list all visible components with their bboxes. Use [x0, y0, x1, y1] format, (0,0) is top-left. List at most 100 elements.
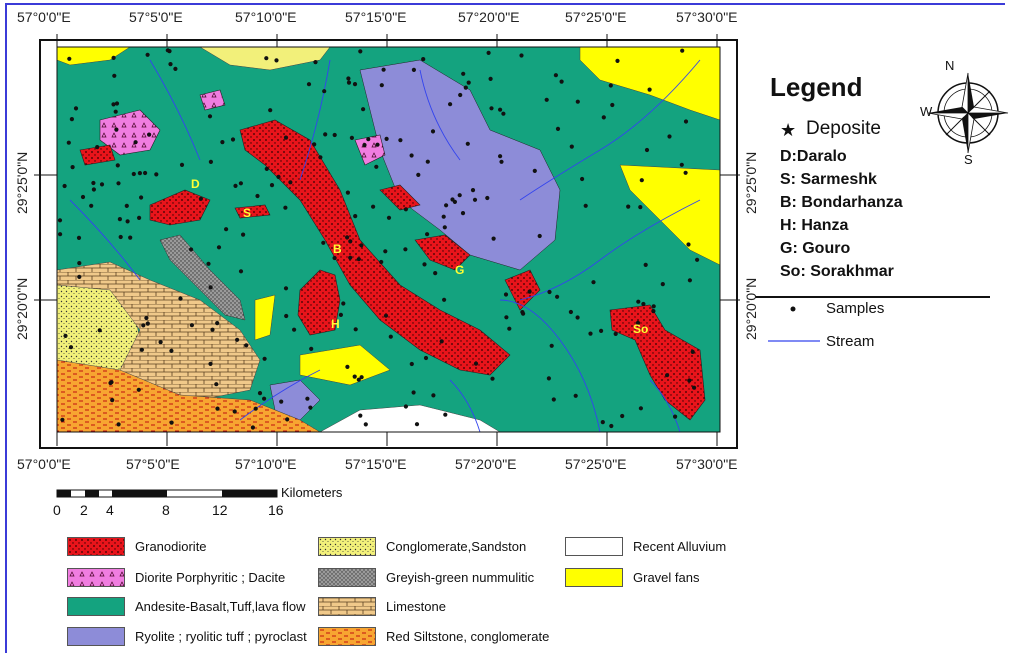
- sample-point: [284, 313, 289, 319]
- sample-point: [441, 214, 446, 219]
- diorite-unit: [199, 89, 226, 111]
- sample-point: [573, 393, 578, 398]
- scale-tick-label: 0: [53, 502, 61, 518]
- sample-point: [547, 289, 552, 295]
- geology-legend-item: Andesite-Basalt,Tuff,lava flow: [67, 597, 306, 616]
- sample-point: [363, 422, 368, 427]
- sample-point: [439, 339, 444, 344]
- sample-point: [77, 261, 82, 266]
- sample-point: [644, 147, 650, 153]
- sample-point: [549, 343, 554, 348]
- red-siltstone-unit: [57, 359, 321, 432]
- sample-point: [361, 107, 366, 112]
- deposit-entry: So: Sorakhmar: [780, 263, 894, 280]
- sample-point: [366, 137, 371, 142]
- sample-point: [379, 259, 384, 265]
- sample-point: [283, 135, 289, 140]
- gravel-fans-unit: [579, 47, 720, 121]
- sample-point: [636, 299, 641, 304]
- sample-point: [208, 361, 213, 366]
- sample-point: [414, 422, 420, 427]
- sample-point: [345, 364, 350, 369]
- sample-point: [309, 346, 314, 351]
- sample-point: [332, 255, 337, 261]
- sample-point: [544, 97, 549, 102]
- scale-tick-label: 12: [212, 502, 228, 518]
- sample-point: [145, 52, 150, 57]
- samples-symbol: [790, 306, 796, 312]
- sample-point: [647, 87, 652, 92]
- sample-point: [91, 180, 96, 186]
- gravel-fans-unit: [57, 47, 131, 66]
- legend-title: Legend: [770, 72, 863, 102]
- geology-legend-item: Gravel fans: [565, 568, 699, 587]
- sample-point: [599, 328, 604, 333]
- sample-point: [112, 73, 117, 78]
- sample-point: [208, 159, 213, 164]
- gravel-fans-unit: [299, 344, 391, 386]
- sample-point: [686, 242, 691, 247]
- geology-legend-label: Greyish-green nummulitic: [386, 570, 535, 585]
- sample-point: [555, 294, 560, 299]
- sample-point: [490, 376, 495, 381]
- sample-point: [465, 141, 470, 146]
- sample-point: [179, 162, 185, 167]
- scale-tick-label: 2: [80, 502, 88, 518]
- deposit-label-so: So: [633, 322, 649, 336]
- sample-point: [443, 412, 448, 417]
- sample-point: [111, 102, 116, 107]
- sample-point: [345, 190, 350, 195]
- red-siltstone-swatch: [318, 627, 376, 646]
- sample-point: [695, 257, 700, 262]
- lon-label: 57°5'0"E: [129, 9, 183, 25]
- sample-point: [137, 171, 142, 176]
- diorite-swatch: [67, 568, 125, 587]
- sample-point: [238, 269, 244, 274]
- lon-label: 57°15'0"E: [345, 456, 407, 472]
- geology-legend-item: Diorite Porphyritic ; Dacite: [67, 568, 285, 587]
- sample-point: [359, 243, 364, 248]
- sample-point: [348, 255, 353, 260]
- sample-point: [692, 385, 697, 390]
- sample-point: [358, 413, 363, 418]
- sample-point: [283, 286, 289, 291]
- sample-point: [559, 79, 564, 84]
- sample-point: [403, 404, 408, 409]
- deposit-label-s: S: [243, 206, 252, 220]
- sample-point: [348, 239, 353, 244]
- sample-point: [216, 245, 222, 250]
- lat-label: 29°25'0"N: [14, 151, 30, 214]
- scale-tick-label: 16: [268, 502, 284, 518]
- sample-point: [124, 203, 129, 208]
- sample-point: [638, 205, 643, 210]
- sample-point: [318, 155, 323, 160]
- sample-point: [639, 178, 644, 183]
- sample-point: [230, 137, 236, 142]
- sample-point: [349, 135, 354, 140]
- ryolite-unit: [269, 379, 321, 421]
- sample-point: [305, 396, 310, 401]
- geology-legend-item: Limestone: [318, 597, 446, 616]
- deposit-entry: G: Gouro: [780, 240, 851, 257]
- sample-point: [257, 391, 263, 396]
- sample-point: [264, 166, 269, 171]
- scale-unit-label: Kilometers: [281, 485, 343, 500]
- sample-point: [353, 327, 358, 332]
- sample-point: [224, 227, 229, 232]
- ryolite-swatch: [67, 627, 125, 646]
- sample-point: [498, 107, 503, 112]
- geology-legend-label: Granodiorite: [135, 539, 207, 554]
- sample-point: [70, 165, 75, 170]
- sample-point: [651, 309, 656, 314]
- sample-point: [117, 217, 122, 222]
- lon-label: 57°15'0"E: [345, 9, 407, 25]
- sample-point: [553, 73, 559, 78]
- sample-point: [352, 82, 358, 87]
- sample-point: [690, 349, 695, 354]
- sample-point: [158, 340, 163, 345]
- sample-point: [235, 337, 240, 342]
- sample-point: [362, 142, 367, 148]
- lat-label: 29°20'0"N: [14, 277, 30, 340]
- sample-point: [371, 204, 376, 209]
- greyish-unit: [159, 234, 246, 321]
